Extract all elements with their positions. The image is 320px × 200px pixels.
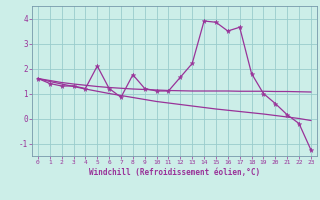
X-axis label: Windchill (Refroidissement éolien,°C): Windchill (Refroidissement éolien,°C) [89,168,260,177]
